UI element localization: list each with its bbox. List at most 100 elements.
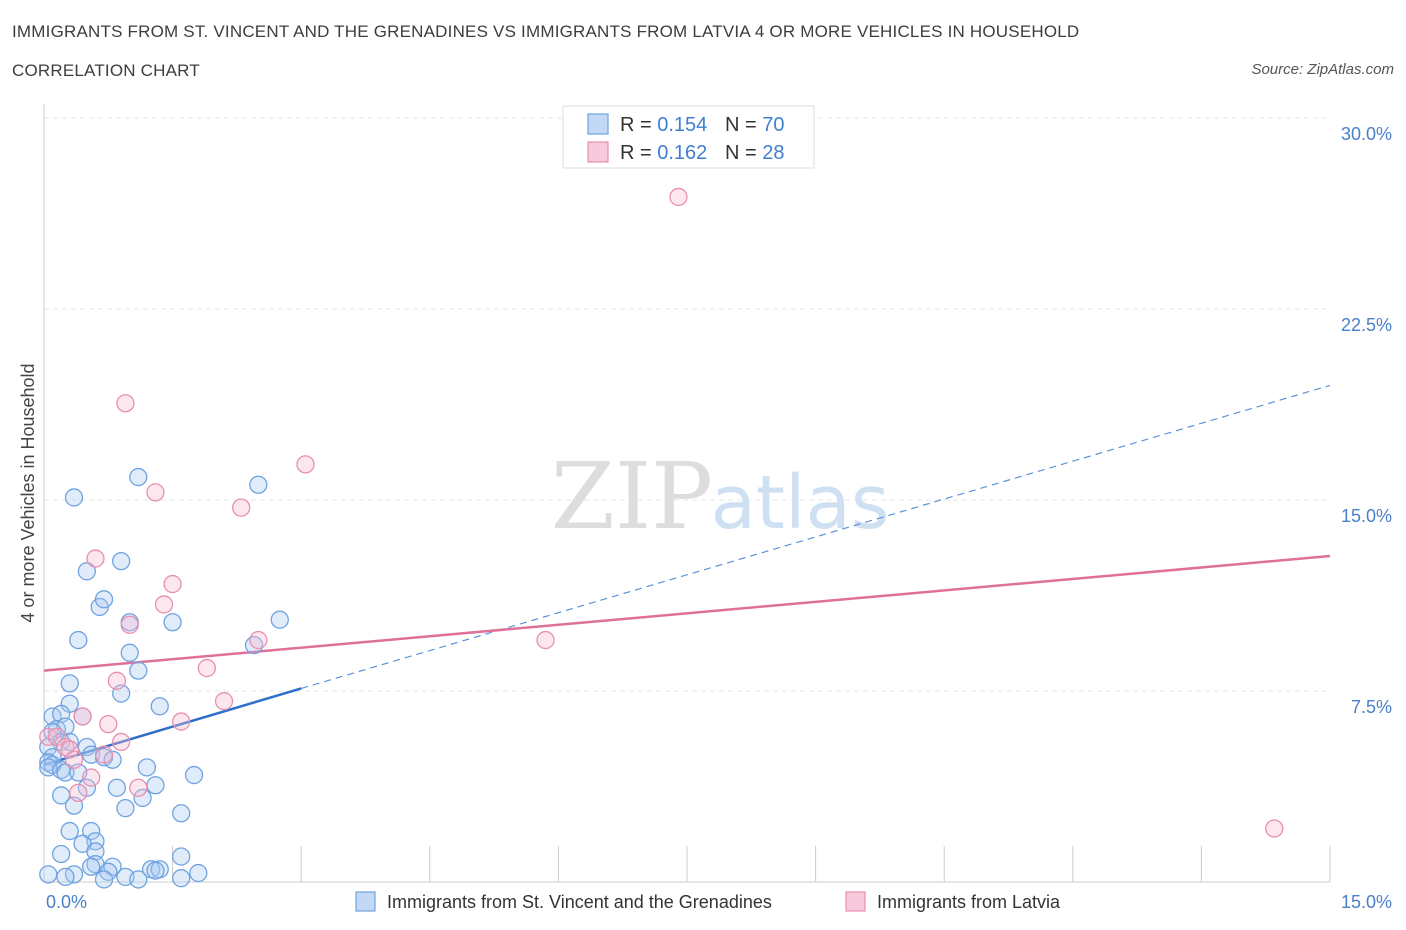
- data-point-s0-67: [94, 870, 114, 889]
- watermark: ZIP atlas: [551, 443, 890, 550]
- data-point-s0-42: [146, 776, 165, 795]
- series-legend-label-1: Immigrants from St. Vincent and the Gren…: [387, 892, 772, 912]
- data-point-s0-0: [64, 488, 84, 507]
- data-point-s1-3: [146, 483, 165, 502]
- data-point-s0-4: [112, 551, 131, 571]
- data-point-s1-8: [120, 615, 139, 634]
- data-point-s0-62: [189, 863, 208, 883]
- data-point-s0-47: [172, 804, 191, 823]
- watermark-atlas: atlas: [711, 460, 890, 546]
- data-point-s1-25: [129, 778, 148, 797]
- data-point-s1-1: [116, 394, 135, 413]
- grid-lines: [44, 117, 1330, 692]
- legend-r-label-2: R =: [620, 142, 657, 164]
- data-point-s0-54: [172, 847, 191, 866]
- data-point-s0-46: [116, 798, 135, 818]
- data-point-s0-8: [163, 613, 182, 632]
- data-point-s0-1: [129, 467, 148, 487]
- data-point-s0-9: [270, 610, 289, 629]
- data-point-s0-60: [146, 861, 165, 880]
- data-point-s0-49: [82, 821, 101, 841]
- svg-text:R = 0.154: R = 0.154: [620, 114, 707, 136]
- data-point-s0-16: [150, 697, 169, 716]
- trend-line-blue: [43, 687, 302, 767]
- x-tick-label-1: 15.0%: [1341, 892, 1392, 912]
- stats-legend: R = 0.154 N = 70 R = 0.162 N = 28: [562, 105, 815, 169]
- legend-n-value-1: 70: [762, 114, 784, 136]
- data-point-s0-64: [39, 865, 58, 884]
- data-point-s1-24: [82, 768, 101, 787]
- svg-text:R = 0.162: R = 0.162: [620, 142, 707, 164]
- data-point-s0-12: [120, 643, 139, 662]
- data-point-s0-40: [77, 778, 97, 797]
- series-legend-label-2: Immigrants from Latvia: [877, 892, 1061, 912]
- axes: [43, 104, 1331, 883]
- y-axis-label: 4 or more Vehicles in Household: [18, 363, 38, 622]
- legend-r-value-2: 0.162: [657, 142, 707, 164]
- watermark-zip: ZIP: [551, 443, 713, 550]
- series-legend: Immigrants from St. Vincent and the Gren…: [355, 891, 1061, 912]
- data-point-s0-2: [249, 475, 268, 494]
- data-point-s0-48: [60, 821, 79, 841]
- data-point-s1-14: [73, 707, 92, 726]
- data-point-s0-41: [107, 778, 127, 797]
- series-legend-swatch-2: [845, 891, 866, 912]
- data-point-s1-11: [197, 658, 217, 678]
- trend-lines: [43, 384, 1331, 767]
- svg-text:N = 70: N = 70: [725, 114, 785, 136]
- data-point-s1-6: [163, 574, 182, 594]
- data-point-s1-13: [214, 692, 234, 711]
- data-point-s0-53: [51, 844, 71, 864]
- data-point-s0-3: [77, 562, 97, 581]
- data-point-s0-38: [137, 758, 157, 777]
- data-point-s1-16: [99, 714, 118, 734]
- legend-r-label-1: R =: [620, 114, 657, 136]
- series-legend-swatch-1: [355, 891, 376, 912]
- legend-r-value-1: 0.154: [657, 114, 707, 136]
- data-points: [39, 187, 1284, 889]
- data-point-s0-68: [56, 867, 75, 887]
- data-point-s0-36: [56, 763, 75, 782]
- x-tick-label-0: 0.0%: [46, 892, 87, 912]
- data-point-s1-0: [669, 187, 688, 207]
- data-point-s1-12: [107, 671, 127, 690]
- data-point-s0-32: [103, 750, 122, 769]
- data-point-s0-39: [184, 765, 204, 785]
- tick-labels: 7.5% 15.0% 22.5% 30.0% 0.0% 15.0%: [46, 124, 1392, 912]
- data-point-s0-69: [129, 870, 148, 889]
- data-point-s1-9: [249, 630, 268, 650]
- y-tick-label-2: 22.5%: [1341, 315, 1392, 335]
- data-point-s0-13: [129, 661, 148, 680]
- y-tick-label-0: 7.5%: [1351, 697, 1392, 717]
- data-point-s1-4: [232, 498, 251, 517]
- data-point-s1-10: [536, 630, 555, 650]
- legend-swatch-blue: [587, 113, 609, 135]
- trend-line-blue-extension: [301, 384, 1331, 690]
- data-point-s0-6: [94, 590, 114, 609]
- data-point-s1-26: [69, 783, 88, 803]
- data-point-s0-57: [82, 857, 101, 876]
- legend-n-label-2: N =: [725, 142, 762, 164]
- data-point-s1-22: [94, 745, 114, 764]
- data-point-s1-15: [172, 712, 191, 731]
- data-point-s0-66: [172, 869, 191, 888]
- trend-line-pink: [43, 554, 1331, 672]
- data-point-s1-27: [1265, 819, 1284, 838]
- data-point-s1-19: [112, 732, 131, 752]
- data-point-s1-5: [86, 549, 105, 568]
- data-point-s0-44: [133, 788, 152, 808]
- data-point-s1-21: [60, 740, 79, 759]
- data-point-s0-10: [69, 630, 88, 650]
- legend-n-label-1: N =: [725, 114, 762, 136]
- legend-swatch-pink: [587, 141, 609, 163]
- chart-subtitle: CORRELATION CHART: [12, 61, 200, 80]
- y-tick-label-1: 15.0%: [1341, 506, 1392, 526]
- svg-text:N = 28: N = 28: [725, 142, 785, 164]
- data-point-s1-2: [296, 455, 315, 474]
- chart-title: IMMIGRANTS FROM ST. VINCENT AND THE GREN…: [12, 22, 1080, 41]
- legend-n-value-2: 28: [762, 142, 784, 164]
- source-credit: Source: ZipAtlas.com: [1251, 61, 1394, 78]
- data-point-s1-7: [154, 595, 174, 614]
- y-tick-label-3: 30.0%: [1341, 124, 1392, 144]
